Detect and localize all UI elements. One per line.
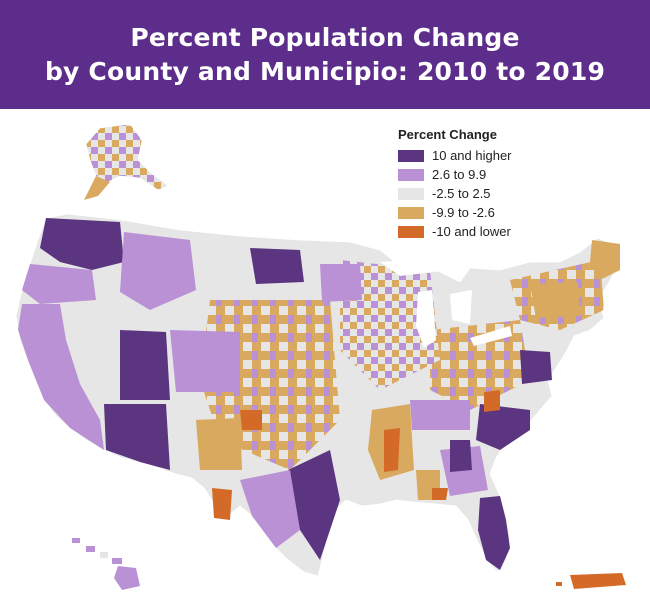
california — [18, 304, 104, 450]
tennessee — [410, 400, 470, 430]
nevada-open — [68, 290, 120, 360]
hawaii-islands — [72, 538, 140, 590]
texas-east — [288, 450, 340, 560]
west-texas-loss — [212, 488, 232, 520]
legend-title: Percent Change — [398, 127, 497, 142]
legend-item: 10 and higher — [398, 146, 558, 165]
midwest — [340, 260, 440, 390]
alaska-region — [85, 123, 169, 191]
new-york — [530, 282, 580, 318]
legend-label: -2.5 to 2.5 — [432, 186, 491, 201]
arizona — [104, 404, 170, 470]
delta-loss — [384, 428, 400, 472]
legend-label: -10 and lower — [432, 224, 511, 239]
map-legend: Percent Change 10 and higher 2.6 to 9.9 … — [398, 127, 558, 241]
pacific-northwest — [40, 218, 124, 270]
legend-label: -9.9 to -2.6 — [432, 205, 495, 220]
oregon — [22, 264, 96, 304]
legend-item: -9.9 to -2.6 — [398, 203, 558, 222]
appalachia — [430, 320, 530, 410]
lake-erie — [470, 326, 512, 346]
title-line-1: Percent Population Change — [130, 22, 520, 52]
north-dakota — [250, 248, 304, 284]
texas-central — [240, 470, 300, 548]
legend-swatch — [398, 168, 424, 181]
legend-swatch — [398, 149, 424, 162]
minnesota — [320, 264, 362, 302]
puerto-rico — [570, 573, 626, 589]
carolinas — [476, 404, 530, 450]
legend-item: -10 and lower — [398, 222, 558, 241]
legend-label: 10 and higher — [432, 148, 512, 163]
alaska-sw — [84, 176, 110, 200]
virginia-dc — [520, 350, 552, 384]
legend-item: 2.6 to 9.9 — [398, 165, 558, 184]
utah — [120, 330, 170, 400]
idaho-montana — [120, 232, 196, 310]
new-mexico-loss — [196, 418, 242, 470]
choropleth-map — [15, 123, 626, 590]
legend-swatch — [398, 206, 424, 219]
wv-loss — [484, 390, 500, 412]
legend-swatch — [398, 187, 424, 200]
map-area — [0, 109, 650, 605]
legend-item: -2.5 to 2.5 — [398, 184, 558, 203]
kansas-loss — [240, 410, 262, 430]
title-banner: Percent Population Change by County and … — [0, 0, 650, 109]
lake-superior — [380, 258, 450, 276]
lake-michigan — [416, 290, 436, 348]
lake-huron — [450, 290, 472, 324]
legend-label: 2.6 to 9.9 — [432, 167, 487, 182]
atlanta — [450, 440, 472, 472]
legend-swatch — [398, 225, 424, 238]
colorado — [170, 330, 240, 392]
florida — [478, 496, 510, 570]
maine — [590, 240, 620, 280]
title-line-2: by County and Municipio: 2010 to 2019 — [44, 56, 606, 86]
ga-loss — [432, 488, 448, 500]
